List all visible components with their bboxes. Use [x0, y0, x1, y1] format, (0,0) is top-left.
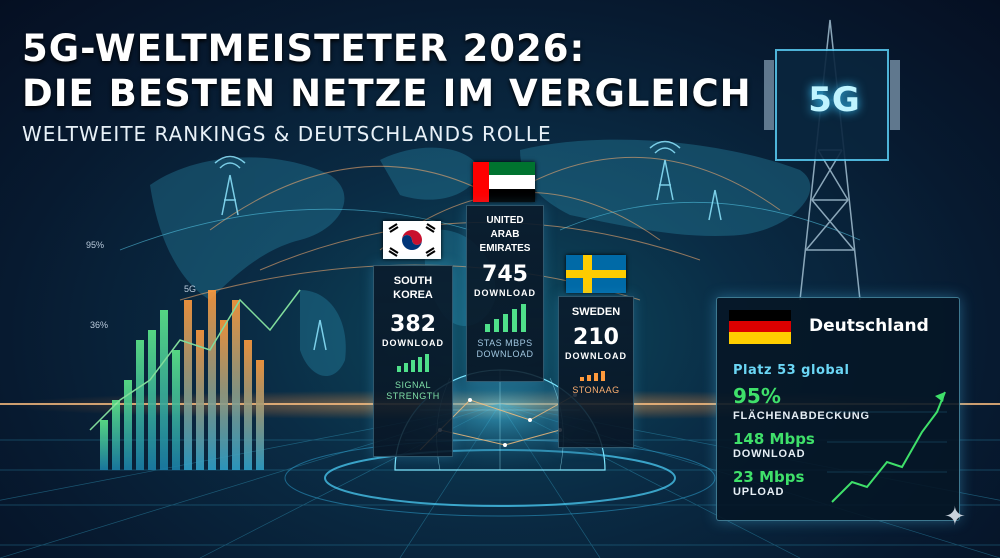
- card-unit: Download: [474, 288, 536, 298]
- bg-label-5g: 5G: [184, 284, 197, 294]
- germany-upload-label: Upload: [733, 486, 785, 498]
- flag-germany-icon: [729, 310, 791, 344]
- headline-line-2: Die besten Netze im Vergleich: [22, 72, 752, 115]
- growth-chart-icon: [827, 391, 947, 503]
- headline-subtitle: Weltweite Rankings & Deutschlands Rolle: [22, 122, 552, 146]
- card-country-name: United Arab Emirates: [479, 215, 531, 254]
- card-south-korea: South Korea 382 Download Signal Strength: [373, 265, 453, 457]
- signal-bars-icon: [397, 354, 429, 372]
- flag-south-korea-icon: [383, 221, 441, 259]
- card-foot: Stas Mbps Download: [476, 338, 534, 359]
- germany-panel: Deutschland Platz 53 global 95% Flächena…: [716, 297, 960, 521]
- card-country-name: South Korea: [393, 275, 433, 301]
- germany-title: Deutschland: [809, 316, 929, 336]
- card-country-name: Sweden: [571, 306, 621, 318]
- card-foot: Signal Strength: [386, 380, 440, 401]
- bg-label-36: 36%: [90, 320, 109, 330]
- card-uae: United Arab Emirates 745 Download Stas M…: [466, 205, 544, 382]
- card-unit: Download: [382, 338, 444, 348]
- germany-upload-value: 23 Mbps: [733, 468, 805, 486]
- flag-uae-icon: [473, 162, 535, 202]
- germany-download-value: 148 Mbps: [733, 430, 815, 448]
- flag-sweden-icon: [566, 255, 626, 293]
- card-value: 210: [573, 325, 619, 350]
- card-foot: Stonaag: [572, 385, 620, 395]
- network-arcs-cyan: [119, 201, 861, 251]
- germany-header: Deutschland: [725, 306, 951, 346]
- tower-5g-label: 5G: [808, 80, 860, 120]
- card-unit: Download: [565, 351, 627, 361]
- germany-download-label: Download: [733, 448, 806, 460]
- germany-coverage-label: Flächenabdeckung: [733, 410, 870, 422]
- headline: 5G-Weltmeisteter 2026: Die besten Netze …: [22, 26, 752, 146]
- antenna-icons: [214, 140, 722, 351]
- sparkle-icon: ✦: [944, 502, 966, 532]
- bg-label-95: 95%: [86, 240, 105, 250]
- card-value: 745: [482, 262, 528, 287]
- cell-tower: [764, 19, 900, 301]
- signal-bars-icon: [580, 371, 605, 381]
- card-value: 382: [390, 312, 436, 337]
- signal-bars-icon: [485, 304, 526, 332]
- card-sweden: Sweden 210 Download Stonaag: [558, 296, 634, 448]
- germany-rank: Platz 53 global: [733, 363, 850, 378]
- germany-coverage-value: 95%: [733, 384, 781, 408]
- bg-bar-chart: [89, 289, 301, 470]
- headline-line-1: 5G-Weltmeisteter 2026:: [22, 27, 586, 70]
